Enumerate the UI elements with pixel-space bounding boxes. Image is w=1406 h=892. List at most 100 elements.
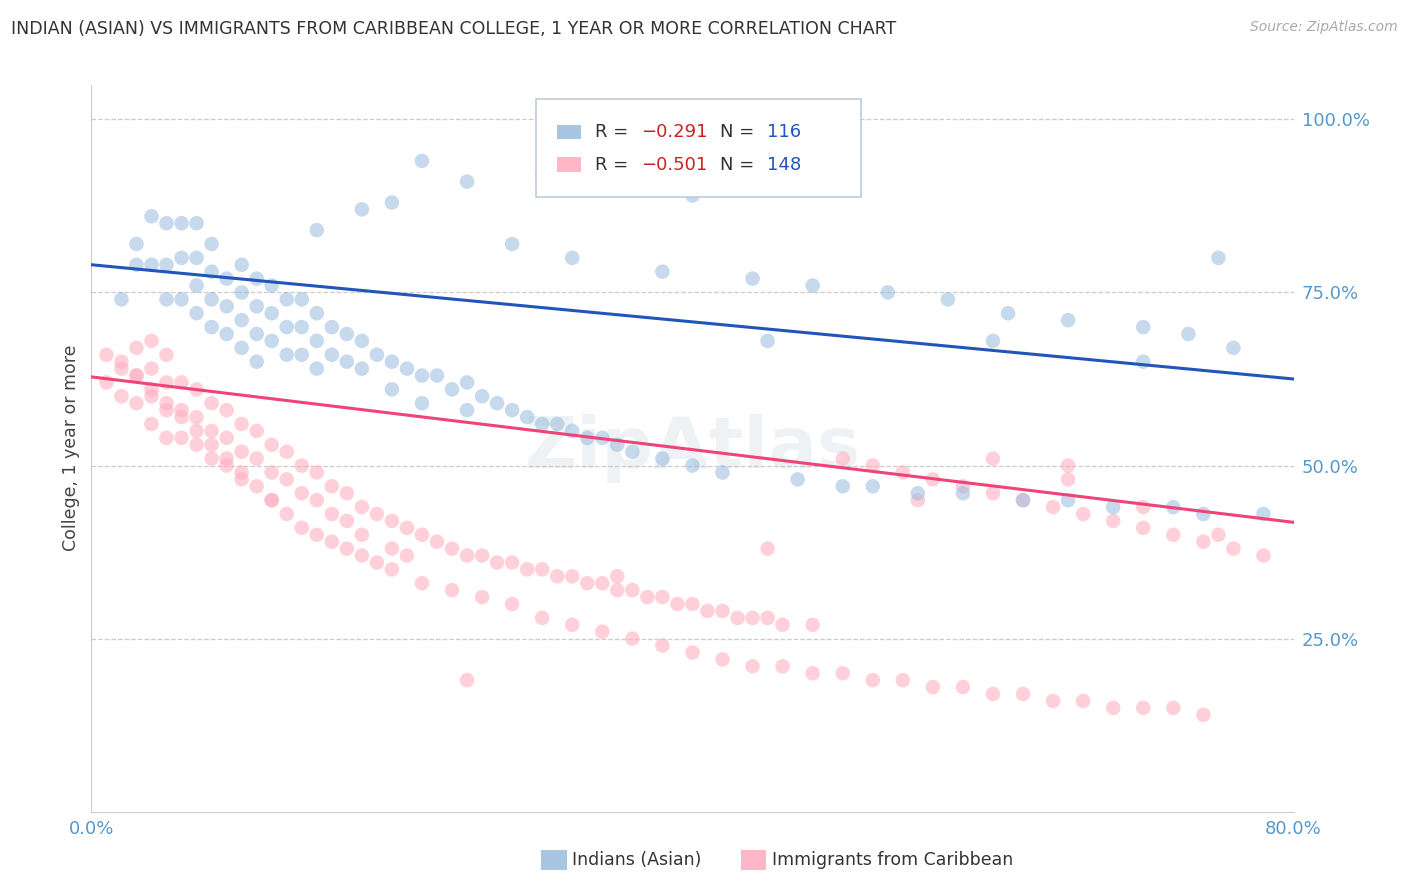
Point bbox=[471, 549, 494, 563]
Point bbox=[831, 479, 853, 493]
Point bbox=[606, 583, 628, 598]
Point bbox=[276, 320, 298, 334]
Point bbox=[201, 451, 224, 466]
Point bbox=[1192, 507, 1215, 521]
Point bbox=[1132, 521, 1154, 535]
Point bbox=[155, 403, 177, 417]
Point bbox=[681, 645, 703, 659]
Point bbox=[411, 368, 433, 383]
Point bbox=[1012, 493, 1035, 508]
Point bbox=[110, 293, 132, 307]
Point bbox=[170, 403, 193, 417]
Point bbox=[681, 597, 703, 611]
Point bbox=[516, 562, 538, 576]
Point bbox=[772, 617, 794, 632]
Text: INDIAN (ASIAN) VS IMMIGRANTS FROM CARIBBEAN COLLEGE, 1 YEAR OR MORE CORRELATION : INDIAN (ASIAN) VS IMMIGRANTS FROM CARIBB… bbox=[11, 20, 897, 37]
Point bbox=[456, 673, 478, 688]
Point bbox=[546, 569, 568, 583]
Point bbox=[997, 306, 1019, 320]
Point bbox=[471, 590, 494, 604]
FancyBboxPatch shape bbox=[557, 125, 581, 139]
Point bbox=[110, 361, 132, 376]
Point bbox=[336, 541, 359, 556]
Point bbox=[246, 451, 269, 466]
Point bbox=[621, 583, 644, 598]
Point bbox=[350, 361, 373, 376]
Point bbox=[141, 334, 163, 348]
Point bbox=[155, 293, 177, 307]
Point bbox=[246, 479, 269, 493]
Point bbox=[305, 334, 328, 348]
Point bbox=[170, 431, 193, 445]
Point bbox=[231, 285, 253, 300]
Text: Source: ZipAtlas.com: Source: ZipAtlas.com bbox=[1250, 20, 1398, 34]
Point bbox=[411, 576, 433, 591]
Point bbox=[155, 216, 177, 230]
Point bbox=[501, 237, 523, 252]
Point bbox=[801, 617, 824, 632]
Point bbox=[186, 424, 208, 438]
Point bbox=[246, 424, 269, 438]
Point bbox=[456, 376, 478, 390]
Point bbox=[141, 417, 163, 431]
Point bbox=[1042, 694, 1064, 708]
Point bbox=[741, 659, 763, 673]
Point bbox=[125, 258, 148, 272]
Point bbox=[231, 417, 253, 431]
Point bbox=[381, 514, 404, 528]
Point bbox=[215, 451, 238, 466]
Point bbox=[96, 376, 118, 390]
Point bbox=[395, 521, 418, 535]
Point bbox=[125, 368, 148, 383]
Point bbox=[486, 556, 509, 570]
Point bbox=[922, 680, 945, 694]
Text: ZipAtlas: ZipAtlas bbox=[524, 414, 860, 483]
Point bbox=[621, 444, 644, 458]
Point bbox=[231, 258, 253, 272]
Point bbox=[186, 438, 208, 452]
Point bbox=[546, 417, 568, 431]
Point bbox=[350, 202, 373, 217]
Point bbox=[591, 624, 613, 639]
Point bbox=[1161, 500, 1184, 514]
Point bbox=[1042, 500, 1064, 514]
Point bbox=[201, 320, 224, 334]
Point bbox=[141, 389, 163, 403]
Point bbox=[350, 500, 373, 514]
Point bbox=[801, 278, 824, 293]
Point bbox=[891, 673, 914, 688]
Point bbox=[201, 265, 224, 279]
Point bbox=[125, 396, 148, 410]
Point bbox=[186, 216, 208, 230]
Point bbox=[215, 431, 238, 445]
Point bbox=[426, 534, 449, 549]
Point bbox=[1071, 507, 1094, 521]
Point bbox=[981, 451, 1004, 466]
Text: Indians (Asian): Indians (Asian) bbox=[572, 851, 702, 869]
Point bbox=[246, 271, 269, 285]
Point bbox=[170, 293, 193, 307]
Point bbox=[276, 444, 298, 458]
Point bbox=[201, 438, 224, 452]
Point bbox=[651, 639, 673, 653]
Point bbox=[186, 278, 208, 293]
Point bbox=[756, 541, 779, 556]
Point bbox=[291, 486, 314, 500]
Point bbox=[125, 368, 148, 383]
Point bbox=[606, 438, 628, 452]
Point bbox=[231, 444, 253, 458]
Point bbox=[952, 680, 974, 694]
Point bbox=[305, 361, 328, 376]
Point bbox=[260, 493, 283, 508]
Text: 116: 116 bbox=[768, 123, 801, 141]
Point bbox=[981, 486, 1004, 500]
Point bbox=[366, 556, 388, 570]
Point bbox=[501, 556, 523, 570]
Point bbox=[215, 458, 238, 473]
Point bbox=[456, 175, 478, 189]
Text: R =: R = bbox=[595, 123, 634, 141]
Point bbox=[666, 597, 689, 611]
Point bbox=[876, 285, 898, 300]
Point bbox=[276, 472, 298, 486]
Point bbox=[907, 493, 929, 508]
